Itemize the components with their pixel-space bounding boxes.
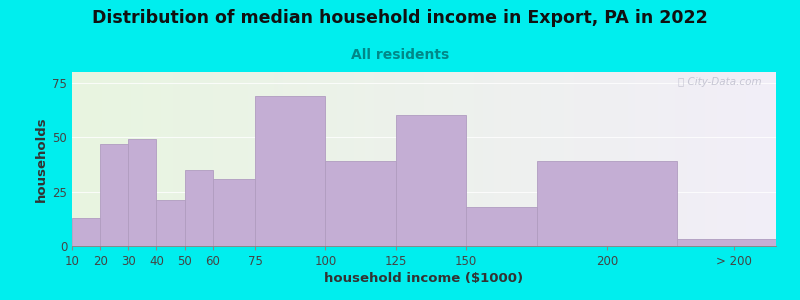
Bar [157, 200, 185, 246]
Bar [72, 218, 100, 246]
X-axis label: household income ($1000): household income ($1000) [325, 272, 523, 285]
Bar [100, 144, 128, 246]
Bar [185, 170, 213, 246]
Text: Distribution of median household income in Export, PA in 2022: Distribution of median household income … [92, 9, 708, 27]
Bar [326, 161, 396, 246]
Bar [537, 161, 678, 246]
Bar [678, 239, 776, 246]
Bar [128, 140, 157, 246]
Bar [213, 178, 255, 246]
Text: Ⓢ City-Data.com: Ⓢ City-Data.com [678, 77, 762, 87]
Bar [255, 96, 326, 246]
Bar [396, 116, 466, 246]
Y-axis label: households: households [35, 116, 48, 202]
Bar [466, 207, 537, 246]
Text: All residents: All residents [351, 48, 449, 62]
